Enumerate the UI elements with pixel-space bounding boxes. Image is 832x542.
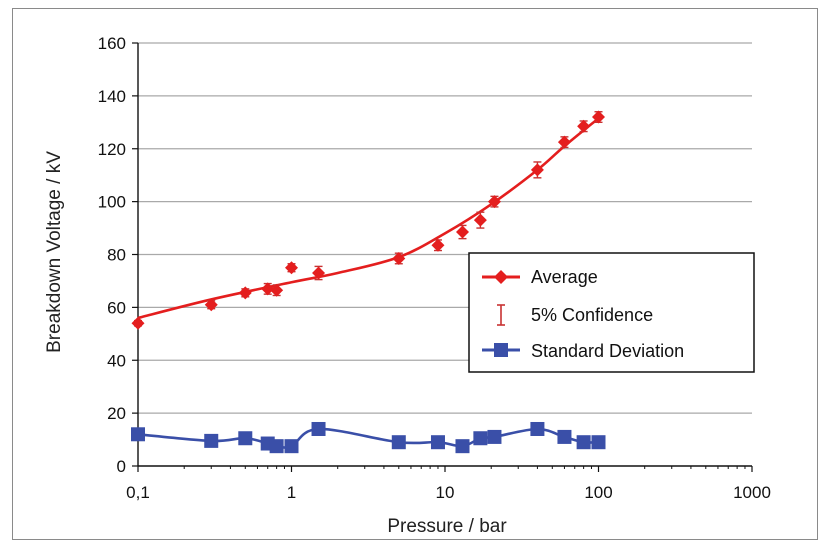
average-point — [487, 195, 501, 209]
x-tick-label: 10 — [436, 483, 455, 502]
average-marker — [577, 119, 591, 133]
x-tick-label: 1 — [287, 483, 296, 502]
y-tick-label: 20 — [107, 404, 126, 423]
y-tick-label: 60 — [107, 298, 126, 317]
series-average — [131, 110, 605, 330]
average-marker — [270, 283, 284, 297]
average-marker — [238, 286, 252, 300]
y-tick-label: 140 — [98, 87, 126, 106]
y-tick-label: 100 — [98, 193, 126, 212]
x-tick-label: 100 — [584, 483, 612, 502]
standard-deviation-marker — [430, 435, 445, 450]
standard-deviation-marker — [591, 435, 606, 450]
average-point — [204, 298, 218, 312]
average-marker — [592, 110, 605, 124]
average-marker — [455, 225, 469, 239]
y-tick-labels: 0 20 40 60 80 100 120 140 160 — [98, 34, 126, 476]
standard-deviation-marker — [487, 429, 502, 444]
legend-confidence-label: 5% Confidence — [531, 305, 653, 325]
y-tick-label: 80 — [107, 246, 126, 265]
y-axis-title: Breakdown Voltage / kV — [44, 151, 65, 353]
standard-deviation-marker — [284, 439, 299, 454]
average-marker — [557, 135, 571, 149]
average-point — [261, 282, 275, 296]
legend-entry-confidence: 5% Confidence — [497, 304, 653, 326]
average-marker — [431, 238, 445, 252]
legend-average-label: Average — [531, 267, 598, 287]
standard-deviation-marker — [576, 435, 591, 450]
x-tick-label: 0,1 — [126, 483, 150, 502]
standard-deviation-line — [137, 427, 599, 449]
average-marker — [530, 163, 544, 177]
series-standard-deviation — [131, 421, 606, 454]
average-point — [312, 265, 326, 281]
x-axis-title: Pressure / bar — [387, 516, 507, 537]
average-marker — [261, 282, 275, 296]
legend-entry-average: Average — [482, 267, 598, 287]
average-point — [238, 286, 252, 300]
average-point — [577, 119, 591, 133]
legend-sd-marker — [494, 343, 508, 357]
average-marker — [487, 195, 501, 209]
average-point — [285, 261, 298, 275]
average-point — [530, 161, 544, 179]
y-tick-label: 160 — [98, 34, 126, 53]
average-marker — [204, 298, 218, 312]
standard-deviation-marker — [269, 439, 284, 454]
standard-deviation-marker — [311, 421, 326, 436]
legend-entry-standard-deviation: Standard Deviation — [482, 341, 684, 361]
x-tick-label: 1000 — [733, 483, 771, 502]
average-point — [455, 224, 469, 240]
average-point — [473, 211, 487, 229]
average-marker — [392, 251, 406, 265]
standard-deviation-marker — [131, 427, 145, 442]
y-tick-label: 0 — [117, 457, 126, 476]
average-marker — [285, 261, 298, 275]
average-point — [557, 135, 571, 149]
legend-average-marker — [494, 270, 508, 284]
standard-deviation-marker — [557, 429, 572, 444]
standard-deviation-marker — [204, 433, 219, 448]
legend-sd-label: Standard Deviation — [531, 341, 684, 361]
average-marker — [312, 266, 326, 280]
legend: Average 5% Confidence Standard Deviation — [468, 252, 755, 373]
y-tick-label: 40 — [107, 351, 126, 370]
standard-deviation-marker — [473, 431, 488, 446]
axes — [132, 42, 753, 472]
standard-deviation-marker — [530, 421, 545, 436]
average-point — [592, 110, 605, 124]
average-marker — [131, 316, 145, 330]
average-point — [431, 238, 445, 252]
y-tick-label: 120 — [98, 140, 126, 159]
average-point — [392, 251, 406, 265]
average-point — [270, 283, 284, 297]
standard-deviation-marker — [238, 431, 253, 446]
average-point — [131, 316, 145, 330]
x-tick-labels: 0,1 1 10 100 1000 — [126, 483, 771, 502]
average-marker — [473, 213, 487, 227]
standard-deviation-marker — [391, 435, 406, 450]
legend-box — [468, 252, 755, 373]
standard-deviation-marker — [455, 439, 470, 454]
